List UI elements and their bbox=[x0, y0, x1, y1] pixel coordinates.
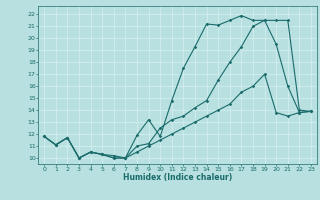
X-axis label: Humidex (Indice chaleur): Humidex (Indice chaleur) bbox=[123, 173, 232, 182]
